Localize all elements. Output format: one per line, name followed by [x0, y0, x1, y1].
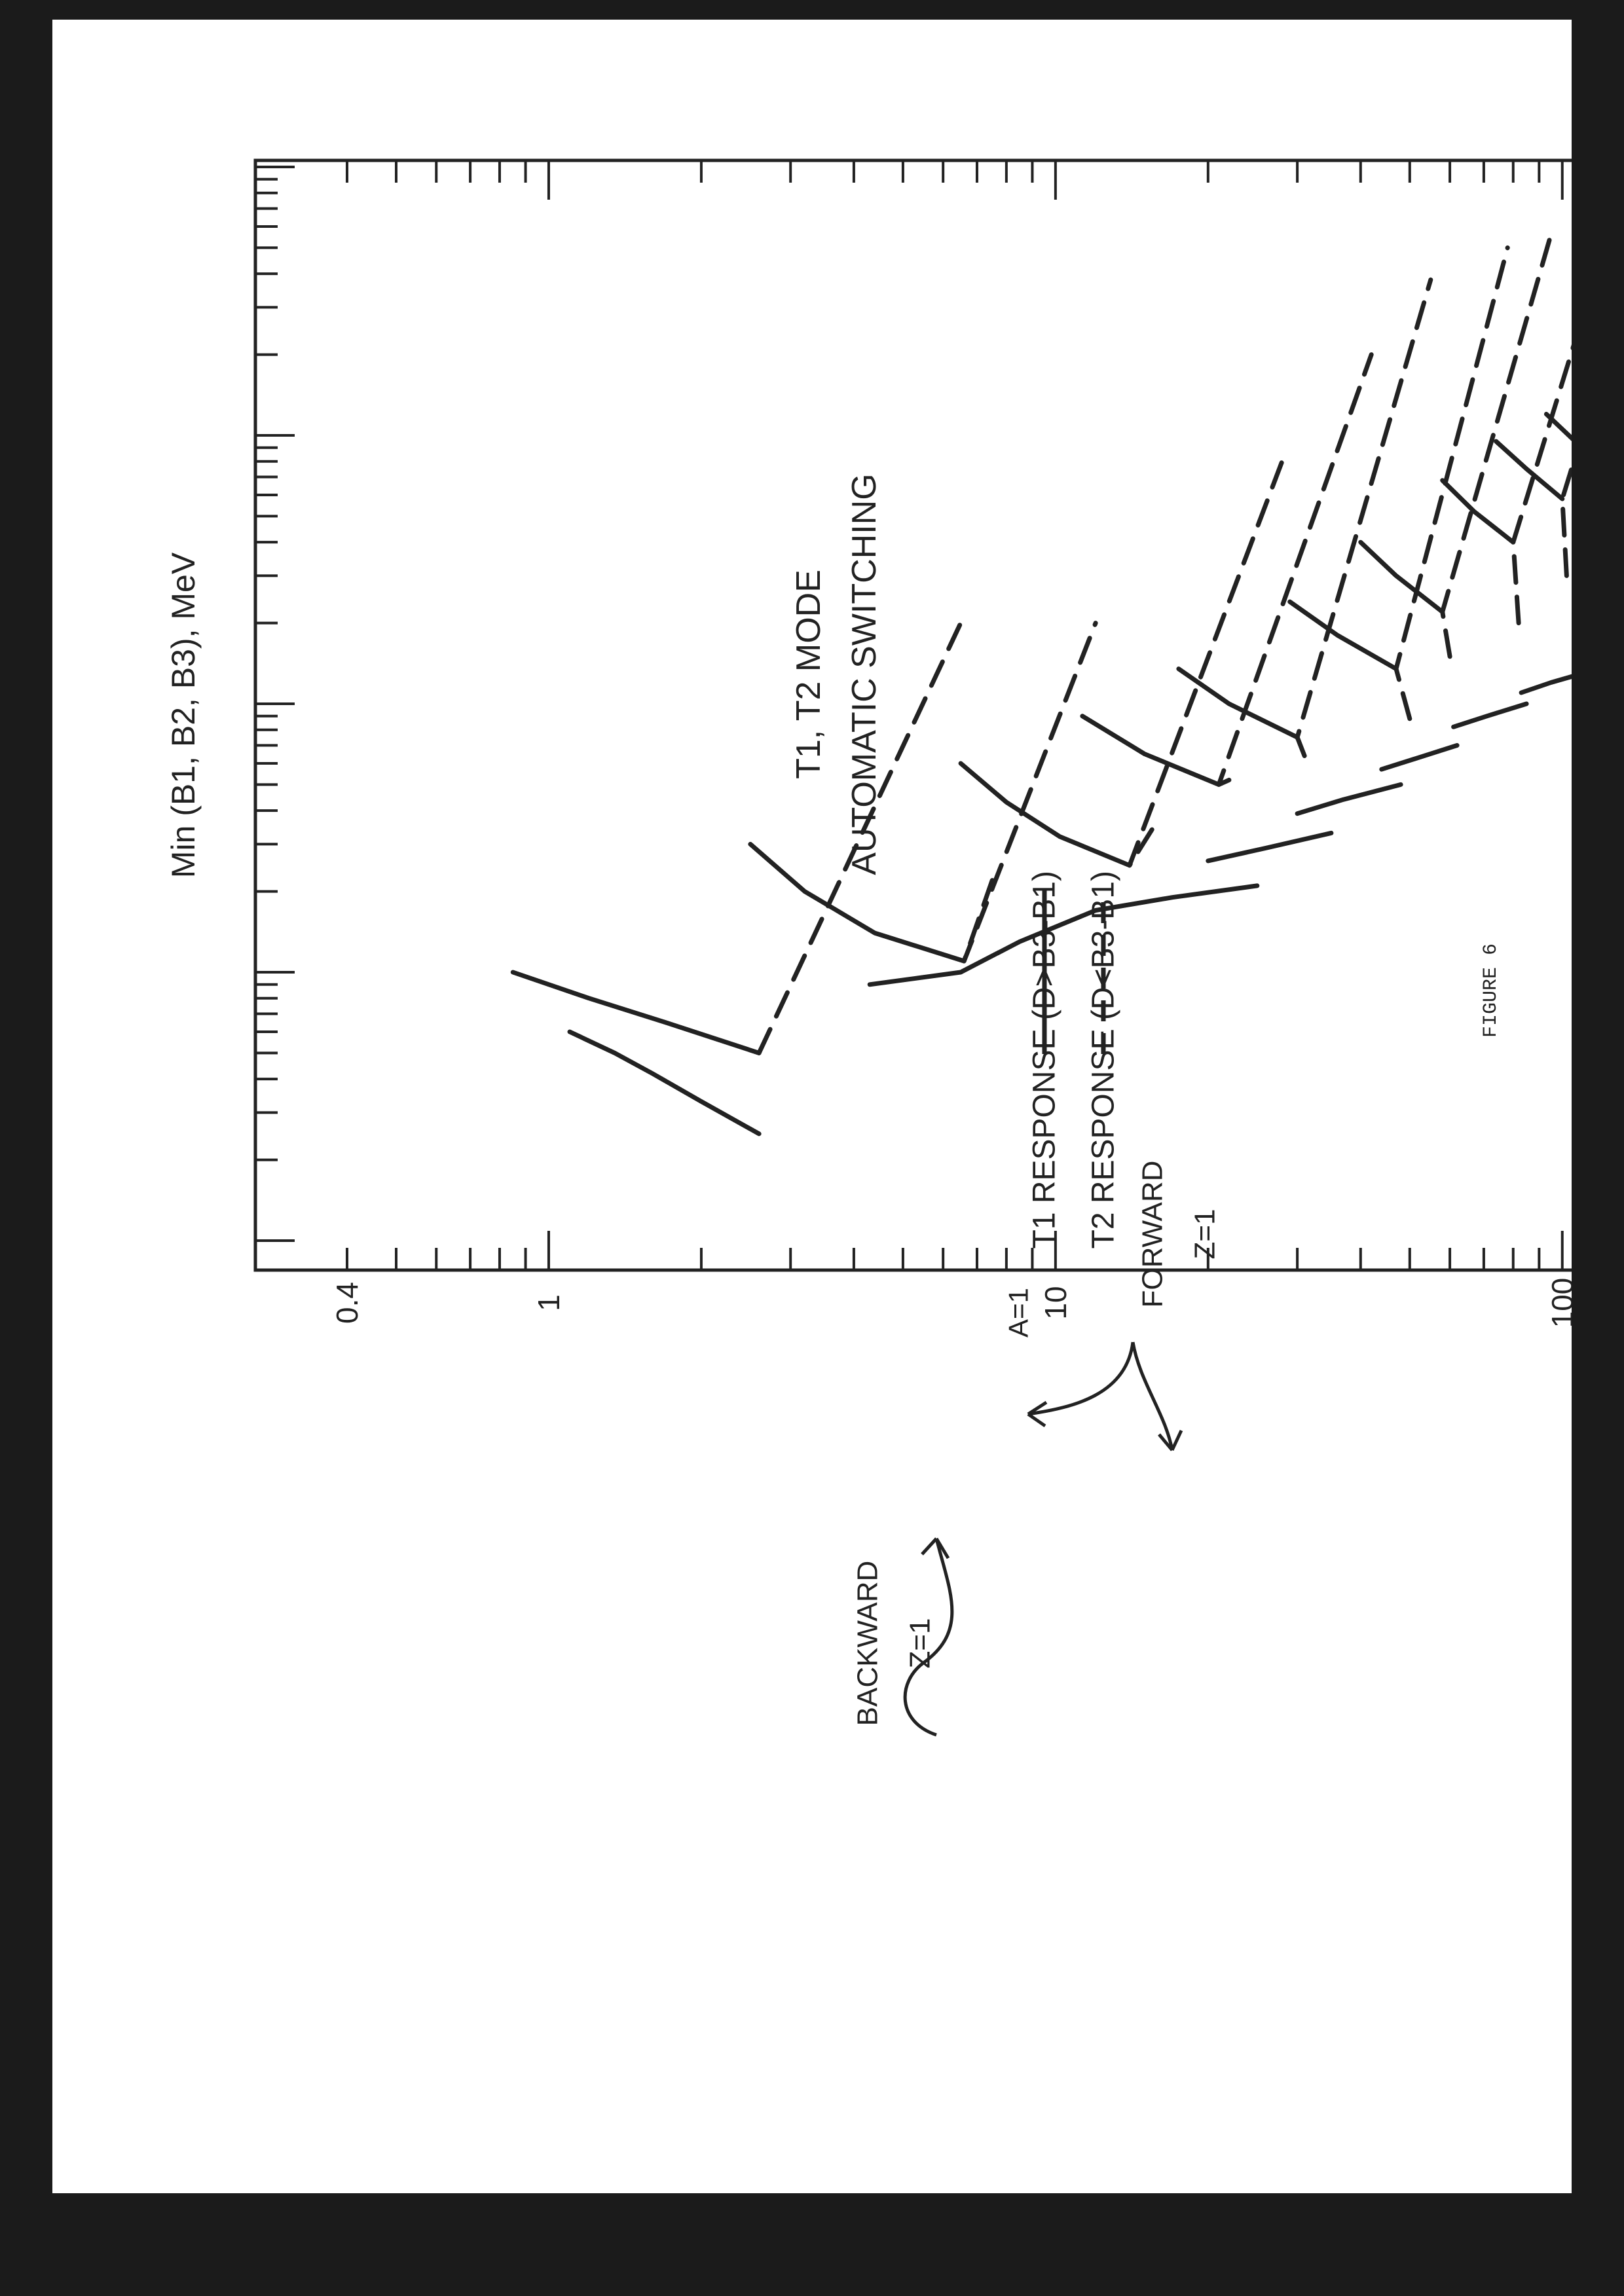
t2-response-line-2	[1127, 459, 1285, 868]
t1-response-line-13	[567, 1029, 762, 1137]
axis-ticks	[255, 160, 1564, 1270]
t2-response-line-7	[1511, 344, 1572, 626]
chart-text: 0.111010010000.4110100300D (T1), Arbitra…	[165, 473, 1572, 1726]
t1-response-line-20	[1206, 830, 1334, 864]
y-tick-label: 0.4	[330, 1282, 364, 1324]
forward-arrow-lower	[1131, 1341, 1174, 1451]
t2-response-line-5	[1393, 245, 1510, 721]
annotation-backward: BACKWARD	[852, 1561, 884, 1726]
chart-title: AUTOMATIC SWITCHING	[845, 473, 883, 875]
t1-response-line-21	[1176, 666, 1300, 740]
t2-response-line-4	[1295, 277, 1433, 758]
t1-response-line-31	[1543, 412, 1572, 441]
scanned-page: 0.111010010000.4110100300D (T1), Arbitra…	[52, 20, 1572, 2193]
t1-response-line-27	[1440, 478, 1516, 545]
t1-response-line-25	[1358, 539, 1445, 615]
t1-response-line-17	[958, 761, 1132, 868]
y-axis-title: Min (B1, B2, B3), MeV	[165, 552, 202, 878]
annotation-backward: Z=1	[904, 1618, 936, 1668]
t1-response-line-16	[867, 908, 1098, 987]
y-tick-label: 100	[1545, 1278, 1572, 1328]
backward-arrow	[903, 1538, 954, 1737]
annotation-forward: Z=1	[1189, 1209, 1221, 1259]
t1-response-line-28	[1519, 674, 1572, 695]
annotation-forward: FORWARD	[1137, 1161, 1169, 1308]
forward-arrow-upper	[1027, 1341, 1135, 1416]
forward-arrowhead-upper	[1027, 1400, 1048, 1428]
legend-label: T2 RESPONSE (D<B3-B1)	[1086, 871, 1121, 1249]
t1-response-line-18	[1093, 883, 1260, 913]
chart-title: T1, T2 MODE	[790, 570, 828, 779]
t1-response-line-22	[1295, 782, 1403, 816]
t2-response-line-6	[1440, 232, 1553, 659]
plot-frame	[253, 158, 1572, 1272]
t1-response-line-23	[1287, 599, 1399, 672]
legend-label: T1 RESPONSE (D>B3-B1)	[1027, 871, 1062, 1249]
y-tick-label: 10	[1039, 1286, 1073, 1319]
t1-response-line-15	[748, 841, 967, 964]
t2-response-line-8	[1560, 460, 1572, 578]
t1-response-line-26	[1451, 701, 1529, 729]
chart: 0.111010010000.4110100300D (T1), Arbitra…	[165, 158, 1572, 1737]
t1-response-line-19	[1080, 714, 1221, 787]
t1-response-line-14	[510, 970, 762, 1055]
backward-arrowhead	[921, 1537, 950, 1559]
annotation-arrows	[903, 1341, 1183, 1737]
forward-arrowhead-lower	[1158, 1429, 1183, 1451]
figure-caption: FIGURE 6	[1480, 943, 1502, 1038]
y-tick-label: 1	[532, 1294, 566, 1311]
data-series	[510, 232, 1572, 1137]
t1-response-line-29	[1494, 439, 1565, 501]
t1-response-line-24	[1379, 743, 1460, 772]
t2-response-line-0	[756, 621, 963, 1055]
annotation-a1: A=1	[1003, 1288, 1034, 1338]
t2-response-line-3	[1216, 352, 1374, 787]
